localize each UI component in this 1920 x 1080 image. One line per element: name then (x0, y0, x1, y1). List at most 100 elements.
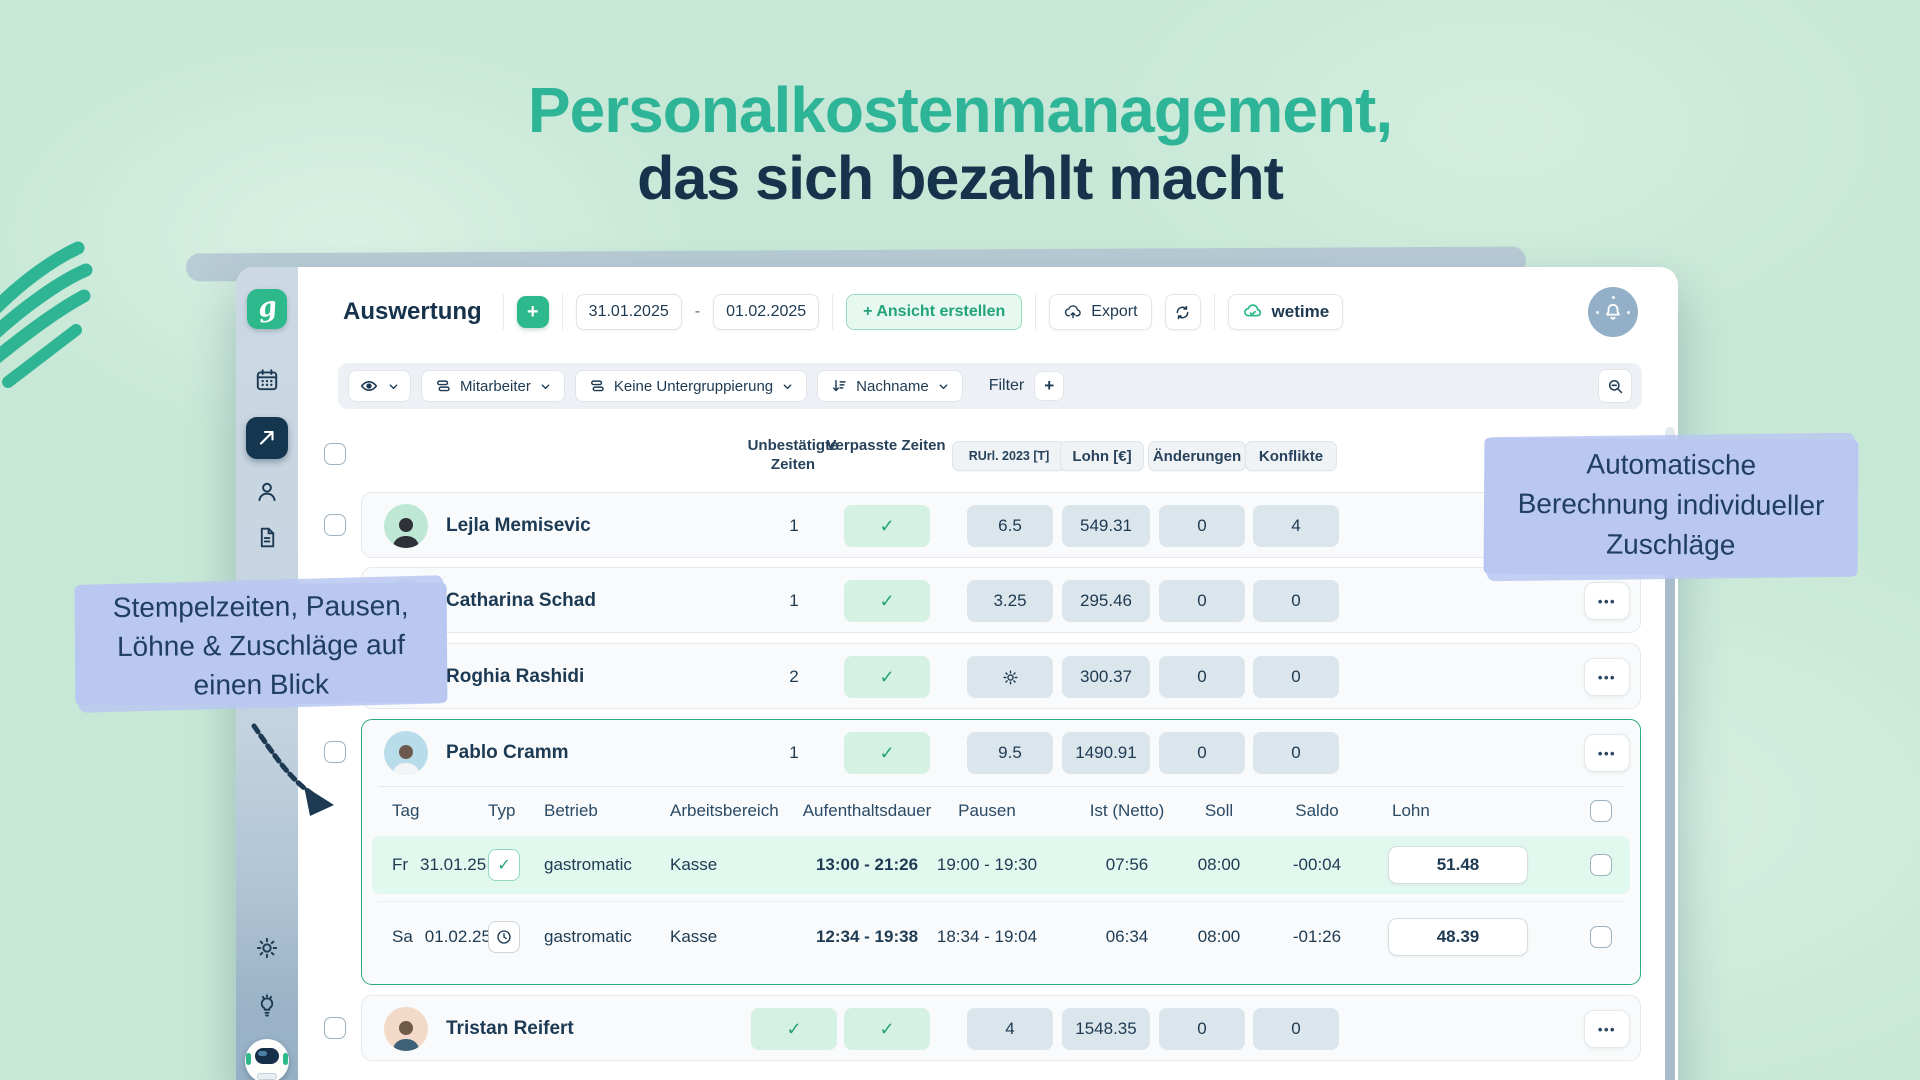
detail-header-ist-netto: Ist (Netto) (1089, 801, 1165, 820)
divider (1035, 294, 1037, 330)
scrollbar-thumb[interactable] (1665, 559, 1675, 1080)
add-view-button[interactable]: + (516, 296, 549, 328)
page-title: Auswertung (343, 298, 482, 325)
lohn-input[interactable]: 51.48 (1388, 846, 1528, 884)
more-button[interactable]: ••• (1584, 1010, 1630, 1048)
detail-header-pausen: Pausen (958, 801, 1016, 820)
detail-select-all-checkbox[interactable] (1590, 800, 1612, 822)
column-header-verpasste[interactable]: Verpasste Zeiten (826, 437, 946, 454)
user-avatar-astronaut[interactable] (245, 1039, 289, 1080)
lohn-cell: 1490.91 (1062, 732, 1150, 774)
lohn-cell: 300.37 (1062, 656, 1150, 698)
group-by-label: Mitarbeiter (460, 377, 531, 395)
sidebar-item-documents[interactable] (255, 525, 280, 550)
employee-row[interactable]: Catharina Schad 1 ✓ 3.25 295.46 0 0 ••• (361, 567, 1641, 633)
soll-value: 08:00 (1197, 855, 1241, 874)
callout-right: Automatische Berechnung individueller Zu… (1483, 437, 1859, 577)
detail-day-date: Fr 31.01.25 (392, 836, 486, 894)
sidebar-item-settings[interactable] (254, 935, 280, 961)
employee-row[interactable]: Roghia Rashidi 2 ✓ 300.37 0 0 ••• (361, 643, 1641, 709)
callout-left-line2: Löhne & Zuschläge auf (116, 628, 406, 663)
toolbar: Auswertung + 31.01.2025 - 01.02.2025 + A… (343, 287, 1638, 337)
document-icon (260, 527, 275, 548)
column-header-unbestaetigte[interactable]: Unbestätigte Zeiten (747, 437, 839, 473)
create-view-button[interactable]: + Ansicht erstellen (846, 294, 1023, 330)
employee-row[interactable]: Lejla Memisevic 1 ✓ 6.5 549.31 0 4 ••• (361, 492, 1641, 558)
detail-row[interactable]: Sa 01.02.25 gastromatic Kasse 12:34 - 19… (372, 908, 1630, 966)
saldo-value: -00:04 (1292, 855, 1342, 874)
detail-row-checkbox[interactable] (1590, 926, 1612, 948)
subgroup-label: Keine Untergruppierung (613, 377, 774, 395)
more-button[interactable]: ••• (1584, 658, 1630, 696)
detail-row[interactable]: Fr 31.01.25 ✓ gastromatic Kasse 13:00 - … (372, 836, 1630, 894)
lohn-cell: 549.31 (1062, 505, 1150, 547)
rurl-gear-cell (967, 656, 1053, 698)
sort-icon (833, 380, 846, 392)
chevron-down-icon (389, 383, 398, 389)
betrieb-value: gastromatic (544, 927, 632, 946)
scribble-decoration (0, 241, 93, 388)
select-all-checkbox[interactable] (324, 443, 346, 465)
typ-confirmed-box[interactable]: ✓ (488, 849, 520, 881)
rurl-cell: 4 (967, 1008, 1053, 1050)
employee-name: Lejla Memisevic (446, 515, 591, 536)
visibility-dropdown[interactable] (348, 370, 411, 402)
more-button[interactable]: ••• (1584, 582, 1630, 620)
detail-row-checkbox[interactable] (1590, 854, 1612, 876)
day-label: Sa (392, 927, 413, 946)
saldo-value: -01:26 (1292, 927, 1342, 946)
sparkle-dot (1596, 311, 1599, 314)
cloud-upload-icon (1065, 305, 1082, 319)
pausen-value: 18:34 - 19:04 (936, 927, 1038, 946)
rurl-cell: 6.5 (967, 505, 1053, 547)
grouping-icon (590, 380, 604, 392)
export-button[interactable]: Export (1049, 294, 1152, 330)
row-checkbox[interactable] (324, 514, 346, 536)
row-checkbox[interactable] (324, 741, 346, 763)
more-button[interactable]: ••• (1584, 734, 1630, 772)
notifications-button[interactable] (1588, 287, 1638, 337)
konflikte-cell: 0 (1253, 1008, 1339, 1050)
column-header-rurl[interactable]: RUrl. 2023 [T] (952, 441, 1066, 471)
divider (832, 294, 834, 330)
employee-row[interactable]: Tristan Reifert ✓ ✓ 4 1548.35 0 0 ••• (361, 995, 1641, 1061)
aenderungen-cell: 0 (1159, 580, 1245, 622)
column-header-lohn[interactable]: Lohn [€] (1060, 441, 1144, 471)
wetime-button[interactable]: wetime (1227, 294, 1344, 330)
date-to-input[interactable]: 01.02.2025 (713, 294, 820, 330)
callout-right-line3: Zuschläge (1606, 528, 1736, 561)
sidebar-item-employees[interactable] (254, 479, 280, 505)
sidebar-item-help[interactable] (254, 993, 280, 1019)
verpasste-check-cell: ✓ (844, 1008, 930, 1050)
app-logo[interactable]: g (247, 289, 287, 329)
clock-icon (497, 930, 511, 944)
chevron-down-icon (939, 383, 948, 389)
bell-icon (1606, 303, 1620, 320)
typ-clock-box[interactable] (488, 921, 520, 953)
avatar (384, 731, 428, 775)
astronaut-ear-right (283, 1053, 288, 1065)
avatar (384, 1007, 428, 1051)
date-from-input[interactable]: 31.01.2025 (575, 294, 682, 330)
group-by-dropdown[interactable]: Mitarbeiter (421, 370, 565, 402)
sidebar-item-auswertung-active[interactable] (246, 417, 288, 459)
column-header-konflikte[interactable]: Konflikte (1245, 441, 1337, 471)
sort-dropdown[interactable]: Nachname (817, 370, 963, 402)
employee-row-expanded[interactable]: Pablo Cramm 1 ✓ 9.5 1490.91 0 0 ••• Tag … (361, 719, 1641, 985)
rurl-cell: 3.25 (967, 580, 1053, 622)
search-button[interactable] (1598, 369, 1632, 403)
search-zoom-icon (1608, 379, 1622, 393)
column-header-aenderungen[interactable]: Änderungen (1148, 441, 1246, 471)
wetime-label: wetime (1271, 302, 1330, 321)
subgroup-dropdown[interactable]: Keine Untergruppierung (574, 370, 808, 402)
detail-header-tag: Tag (392, 801, 420, 820)
sidebar-item-calendar[interactable] (254, 367, 280, 393)
add-filter-button[interactable]: + (1034, 371, 1065, 401)
konflikte-cell: 0 (1253, 580, 1339, 622)
sparkle-dot (1612, 296, 1615, 299)
row-checkbox[interactable] (324, 1017, 346, 1039)
filter-label: Filter (988, 377, 1025, 394)
refresh-button[interactable] (1164, 294, 1201, 330)
lohn-input[interactable]: 48.39 (1388, 918, 1528, 956)
